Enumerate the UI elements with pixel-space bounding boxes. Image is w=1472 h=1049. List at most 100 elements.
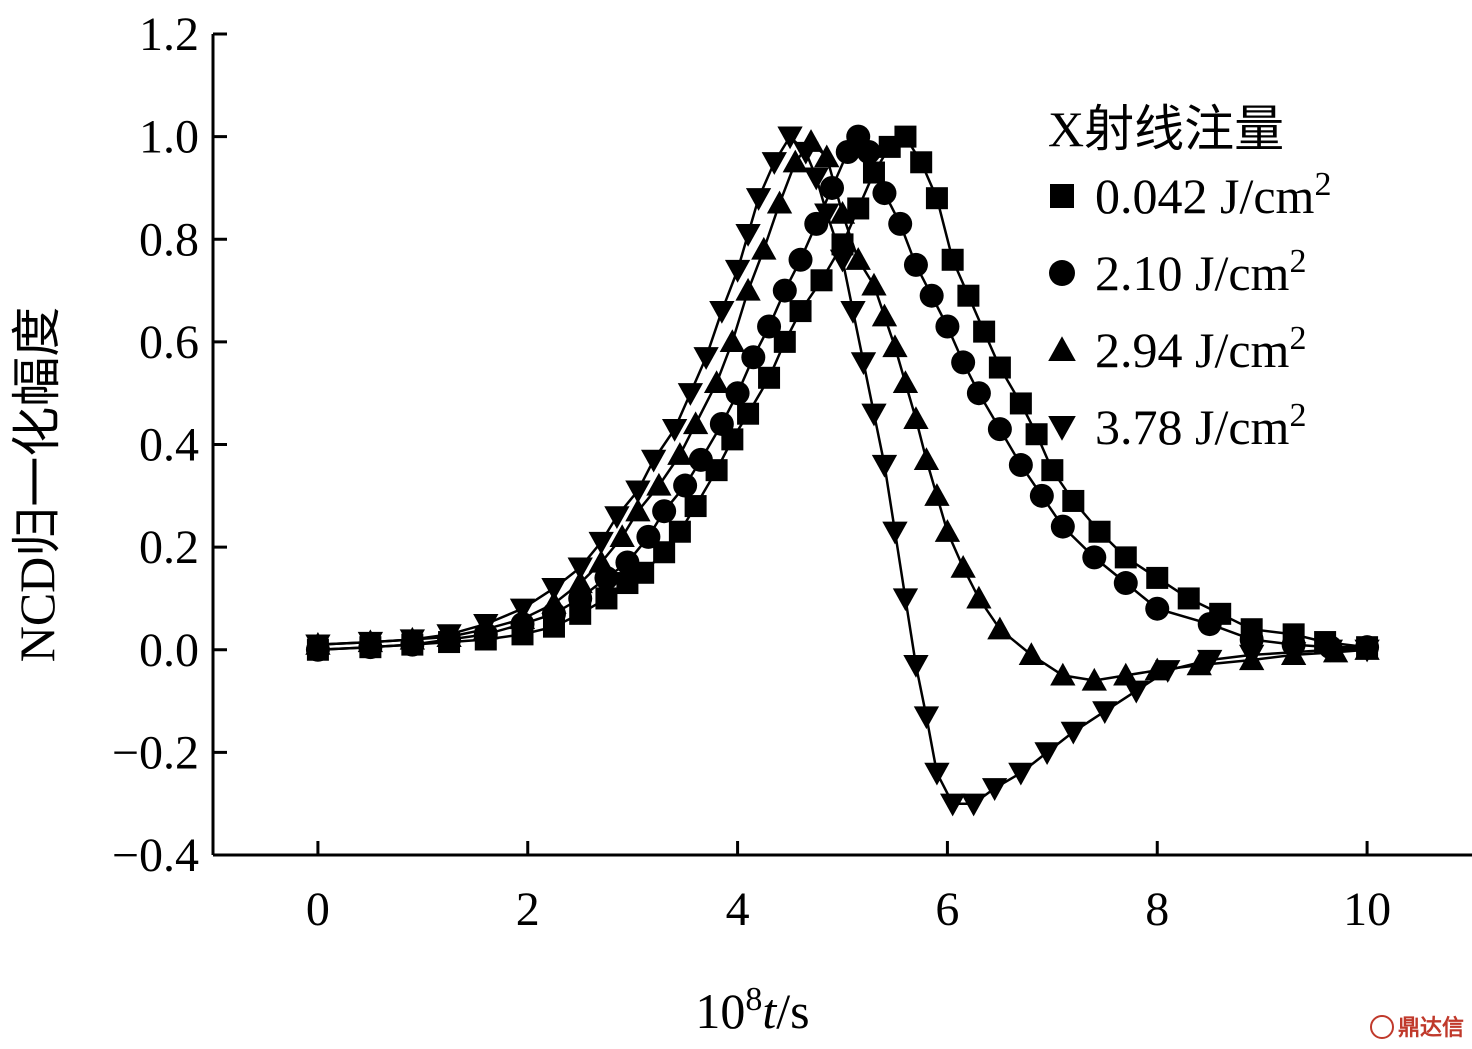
data-point-triangle-down [677, 383, 704, 406]
x-tick-label: 10 [1343, 883, 1391, 936]
data-point-triangle-down [541, 578, 567, 601]
data-point-triangle-down [1239, 644, 1265, 668]
y-tick-label: 0.2 [139, 521, 199, 574]
data-point-triangle-down [1092, 701, 1118, 724]
series-layer [305, 124, 1380, 817]
data-point-triangle-up [719, 329, 745, 352]
data-point-triangle-down [1155, 660, 1181, 683]
legend: X射线注量 0.042 J/cm2 2.10 J/cm2 2.94 J/cm2 3.7… [1048, 101, 1331, 455]
data-point-square [810, 269, 833, 292]
data-point-triangle-down [1048, 415, 1076, 441]
data-point-square [1009, 392, 1032, 415]
legend-item: 0.042 J/cm2 [1050, 166, 1331, 225]
data-point-square [758, 366, 781, 389]
data-point-triangle-down [861, 403, 887, 427]
data-point-triangle-up [1018, 642, 1044, 666]
y-tick-label: 0.8 [139, 213, 199, 266]
legend-label: 2.94 J/cm2 [1095, 320, 1306, 379]
data-point-triangle-down [903, 655, 929, 678]
data-point-triangle-down [436, 624, 462, 648]
data-point-triangle-down [840, 300, 866, 324]
data-point-triangle-down [625, 480, 651, 504]
data-point-square [789, 300, 812, 323]
data-point-triangle-up [903, 406, 929, 429]
data-point-triangle-down [960, 793, 987, 817]
data-point-square [973, 320, 996, 343]
data-point-circle [951, 350, 976, 375]
data-point-triangle-down [735, 223, 761, 247]
data-point-square [988, 356, 1011, 379]
data-point-square [595, 587, 618, 610]
data-point-triangle-up [829, 200, 856, 224]
data-point-triangle-up [766, 190, 793, 214]
y-tick-label: −0.4 [112, 829, 199, 882]
data-point-square [773, 330, 796, 353]
data-point-triangle-up [682, 411, 709, 435]
data-point-triangle-up [1048, 336, 1076, 362]
data-point-circle [741, 345, 766, 370]
data-point-circle [772, 278, 797, 303]
data-point-triangle-up [567, 570, 593, 594]
legend-label: 0.042 J/cm2 [1095, 166, 1331, 225]
data-point-triangle-down [357, 631, 384, 655]
legend-item: 2.10 J/cm2 [1049, 243, 1306, 301]
x-tick-label: 4 [726, 883, 750, 936]
x-tick-label: 8 [1145, 883, 1169, 936]
data-point-triangle-down [761, 152, 787, 175]
data-point-triangle-down [473, 613, 499, 637]
data-point-triangle-up [625, 498, 651, 522]
x-axis-title: 108t/s [695, 981, 809, 1040]
data-point-circle [1082, 545, 1107, 570]
data-point-triangle-up [735, 277, 761, 301]
data-point-circle [688, 447, 713, 472]
x-tick-label: 0 [306, 883, 330, 936]
data-point-triangle-down [1060, 721, 1086, 745]
data-point-triangle-down [882, 521, 908, 545]
y-tick-label: 0.0 [139, 624, 199, 677]
data-point-triangle-down [793, 141, 819, 165]
data-point-square [684, 495, 707, 518]
data-point-triangle-up [588, 549, 614, 573]
data-point-square [1114, 546, 1137, 569]
data-point-triangle-down [803, 167, 829, 191]
data-point-triangle-down [1008, 762, 1034, 786]
series-triangle-up [305, 129, 1380, 691]
data-point-circle [1029, 483, 1054, 508]
legend-title: X射线注量 [1048, 101, 1284, 157]
y-axis-ticks: −0.4 −0.2 0.0 0.2 0.4 0.6 0.8 1.0 1.2 [112, 8, 227, 882]
data-point-triangle-down [981, 778, 1008, 801]
data-point-square [941, 248, 964, 271]
data-point-triangle-up [703, 370, 730, 394]
data-point-triangle-up [1050, 662, 1076, 686]
data-point-triangle-up [814, 144, 840, 168]
data-point-triangle-down [567, 557, 593, 581]
data-point-triangle-down [661, 418, 688, 442]
data-point-circle [673, 473, 698, 498]
data-point-triangle-up [667, 442, 693, 465]
data-point-circle [1049, 260, 1075, 286]
data-point-triangle-down [1280, 642, 1307, 665]
data-point-circle [709, 411, 734, 436]
data-point-triangle-down [604, 506, 630, 529]
data-point-triangle-down [814, 203, 840, 227]
legend-item: 3.78 J/cm2 [1048, 397, 1306, 455]
data-point-circle [856, 140, 881, 165]
data-point-triangle-down [745, 188, 772, 211]
data-point-triangle-up [541, 590, 567, 614]
x-tick-label: 6 [935, 883, 959, 936]
data-point-circle [872, 181, 897, 206]
data-point-triangle-down [829, 249, 856, 273]
data-point-square [910, 151, 933, 174]
data-point-square [1025, 423, 1048, 446]
data-point-triangle-up [913, 447, 940, 471]
legend-item: 2.94 J/cm2 [1048, 320, 1306, 379]
data-point-triangle-down [1354, 639, 1380, 663]
data-point-square [668, 520, 691, 543]
data-point-triangle-up [882, 334, 908, 358]
data-point-circle [987, 417, 1012, 442]
data-point-triangle-up [1081, 667, 1107, 691]
data-point-triangle-down [641, 449, 667, 473]
data-point-square [1041, 459, 1064, 482]
data-point-triangle-down [871, 454, 898, 478]
